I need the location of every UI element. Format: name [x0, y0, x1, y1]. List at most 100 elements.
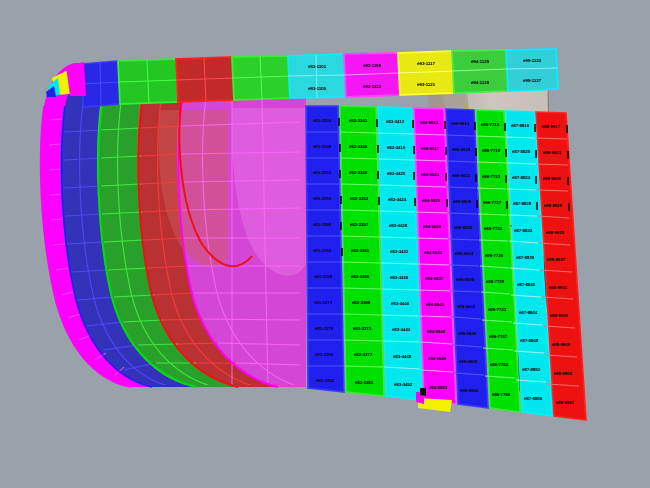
top-cell-cyan[interactable]: e91-1101 e91-1105 [287, 53, 347, 99]
svg-text:e86-7747: e86-7747 [489, 334, 508, 339]
svg-text:e83-4428: e83-4428 [389, 223, 408, 228]
column-5-blue[interactable]: e85-6614 e85-6618 e85-6622 e85-6626 e85-… [445, 108, 489, 409]
svg-text:e82-3357: e82-3357 [350, 222, 369, 227]
svg-text:e84-5517: e84-5517 [421, 146, 440, 151]
svg-text:e88-9945: e88-9945 [550, 313, 569, 318]
svg-text:e83-4432: e83-4432 [390, 249, 409, 254]
labelled-mesh-columns[interactable]: e81-2244 e81-2248 e81-2252 e81-2256 e81-… [305, 105, 587, 421]
svg-text:e85-6634: e85-6634 [455, 251, 474, 256]
svg-text:e87-8820: e87-8820 [512, 149, 531, 154]
svg-text:e86-7731: e86-7731 [484, 226, 503, 231]
top-cell-green-3[interactable]: e94-1125 e94-1129 [451, 49, 509, 94]
svg-text:e88-9925: e88-9925 [543, 176, 562, 181]
top-cell-yellow[interactable]: e93-1117 e93-1121 [397, 50, 455, 96]
svg-text:e84-5533: e84-5533 [424, 250, 443, 255]
top-cell-red[interactable] [175, 56, 235, 103]
band-blue [61, 62, 197, 387]
column-4-magenta[interactable]: e84-5513 e84-5517 e84-5521 e84-5525 e84-… [413, 107, 457, 405]
svg-text:e81-2276: e81-2276 [315, 326, 334, 331]
svg-text:e83-4424: e83-4424 [388, 197, 407, 202]
column-5-labels: e85-6614 e85-6618 e85-6622 e85-6626 e85-… [451, 121, 479, 393]
svg-text:e88-9941: e88-9941 [549, 285, 568, 290]
svg-text:e82-3381: e82-3381 [355, 380, 374, 385]
bottom-wedge-accent [416, 388, 452, 412]
top-cell-green[interactable] [117, 58, 179, 105]
shaded-band-outlines [39, 98, 279, 388]
svg-text:e85-6642: e85-6642 [457, 304, 476, 309]
column-7-cyan[interactable]: e87-8816 e87-8820 e87-8824 e87-8828 e87-… [505, 110, 553, 417]
svg-text:e93-1121: e93-1121 [417, 82, 436, 87]
svg-text:e86-7739: e86-7739 [486, 279, 505, 284]
column-6-green[interactable]: e86-7715 e86-7719 e86-7723 e86-7727 e86-… [475, 109, 521, 413]
svg-text:e85-6626: e85-6626 [453, 199, 472, 204]
column-1-blue[interactable]: e81-2244 e81-2248 e81-2252 e81-2256 e81-… [305, 105, 345, 393]
svg-text:e83-4448: e83-4448 [393, 354, 412, 359]
magenta-highlight-blob [231, 108, 306, 276]
column-2-green[interactable]: e82-3341 e82-3345 e82-3349 e82-3353 e82-… [339, 105, 385, 397]
svg-text:e82-3345: e82-3345 [349, 144, 368, 149]
svg-text:e82-3353: e82-3353 [350, 196, 369, 201]
svg-text:e88-9953: e88-9953 [554, 371, 573, 376]
shaded-mesh-body[interactable] [39, 58, 306, 388]
svg-text:e86-7743: e86-7743 [488, 307, 507, 312]
svg-text:e85-6614: e85-6614 [451, 121, 470, 126]
svg-text:e83-4452: e83-4452 [394, 382, 413, 387]
svg-text:e85-6622: e85-6622 [452, 173, 471, 178]
svg-text:e81-2252: e81-2252 [313, 170, 332, 175]
corner-wedge-accent [46, 62, 86, 97]
svg-text:e87-8836: e87-8836 [516, 255, 535, 260]
svg-text:e95-1137: e95-1137 [523, 78, 542, 83]
svg-text:e92-1109: e92-1109 [363, 63, 382, 68]
svg-text:e81-2272: e81-2272 [314, 300, 333, 305]
column-8-red[interactable]: e88-9917 e88-9921 e88-9925 e88-9929 e88-… [535, 111, 587, 421]
top-cell-magenta[interactable]: e92-1109 e92-1113 [343, 52, 401, 98]
svg-text:e84-5537: e84-5537 [425, 276, 444, 281]
svg-text:e87-8848: e87-8848 [520, 338, 539, 343]
top-cell-cyan-2[interactable]: e95-1133 e95-1137 [505, 48, 559, 92]
top-cell-green-2[interactable] [231, 55, 291, 101]
svg-text:e87-8824: e87-8824 [512, 175, 531, 180]
svg-text:e91-1101: e91-1101 [308, 64, 327, 69]
svg-text:e87-8816: e87-8816 [511, 123, 530, 128]
column-8-labels: e88-9917 e88-9921 e88-9925 e88-9929 e88-… [542, 124, 575, 405]
svg-text:e86-7723: e86-7723 [482, 174, 501, 179]
column-4-labels: e84-5513 e84-5517 e84-5521 e84-5525 e84-… [420, 120, 448, 390]
svg-text:e87-8840: e87-8840 [517, 282, 536, 287]
svg-text:e83-4444: e83-4444 [392, 327, 411, 332]
svg-text:e85-6618: e85-6618 [452, 147, 471, 152]
svg-text:e83-4440: e83-4440 [391, 301, 410, 306]
column-6-labels: e86-7715 e86-7719 e86-7723 e86-7727 e86-… [481, 122, 511, 397]
svg-text:e82-3377: e82-3377 [354, 352, 373, 357]
svg-text:e82-3369: e82-3369 [352, 300, 371, 305]
svg-text:e84-5525: e84-5525 [422, 198, 441, 203]
svg-text:e81-2248: e81-2248 [313, 144, 332, 149]
svg-text:e81-2244: e81-2244 [313, 118, 332, 123]
red-highlight-blob [158, 110, 228, 267]
top-strip-cells[interactable]: e91-1101 e91-1105 e92-1109 e92-1113 e93-… [81, 48, 559, 108]
band-green [98, 61, 238, 387]
column-7-labels: e87-8816 e87-8820 e87-8824 e87-8828 e87-… [511, 123, 543, 401]
svg-text:e88-9921: e88-9921 [543, 150, 562, 155]
svg-text:e92-1113: e92-1113 [363, 84, 381, 89]
svg-text:e84-5521: e84-5521 [421, 172, 440, 177]
svg-text:e81-2264: e81-2264 [313, 248, 332, 253]
svg-text:e84-5529: e84-5529 [423, 224, 442, 229]
svg-text:e87-8832: e87-8832 [514, 228, 533, 233]
svg-text:e86-7715: e86-7715 [481, 122, 500, 127]
svg-text:e87-8844: e87-8844 [519, 310, 538, 315]
svg-text:e88-9937: e88-9937 [547, 257, 566, 262]
svg-text:e82-3361: e82-3361 [351, 248, 370, 253]
svg-text:e91-1105: e91-1105 [308, 86, 327, 91]
svg-text:e82-3365: e82-3365 [351, 274, 370, 279]
svg-text:e88-9957: e88-9957 [556, 400, 575, 405]
svg-text:e95-1133: e95-1133 [523, 58, 542, 63]
svg-text:e88-9917: e88-9917 [542, 124, 561, 129]
top-cell-blue[interactable] [81, 60, 121, 108]
svg-text:e85-6650: e85-6650 [459, 359, 478, 364]
column-2-labels: e82-3341 e82-3345 e82-3349 e82-3353 e82-… [349, 118, 374, 385]
svg-text:e85-6654: e85-6654 [460, 388, 479, 393]
svg-text:e93-1117: e93-1117 [417, 61, 435, 66]
svg-text:e81-2260: e81-2260 [313, 222, 332, 227]
